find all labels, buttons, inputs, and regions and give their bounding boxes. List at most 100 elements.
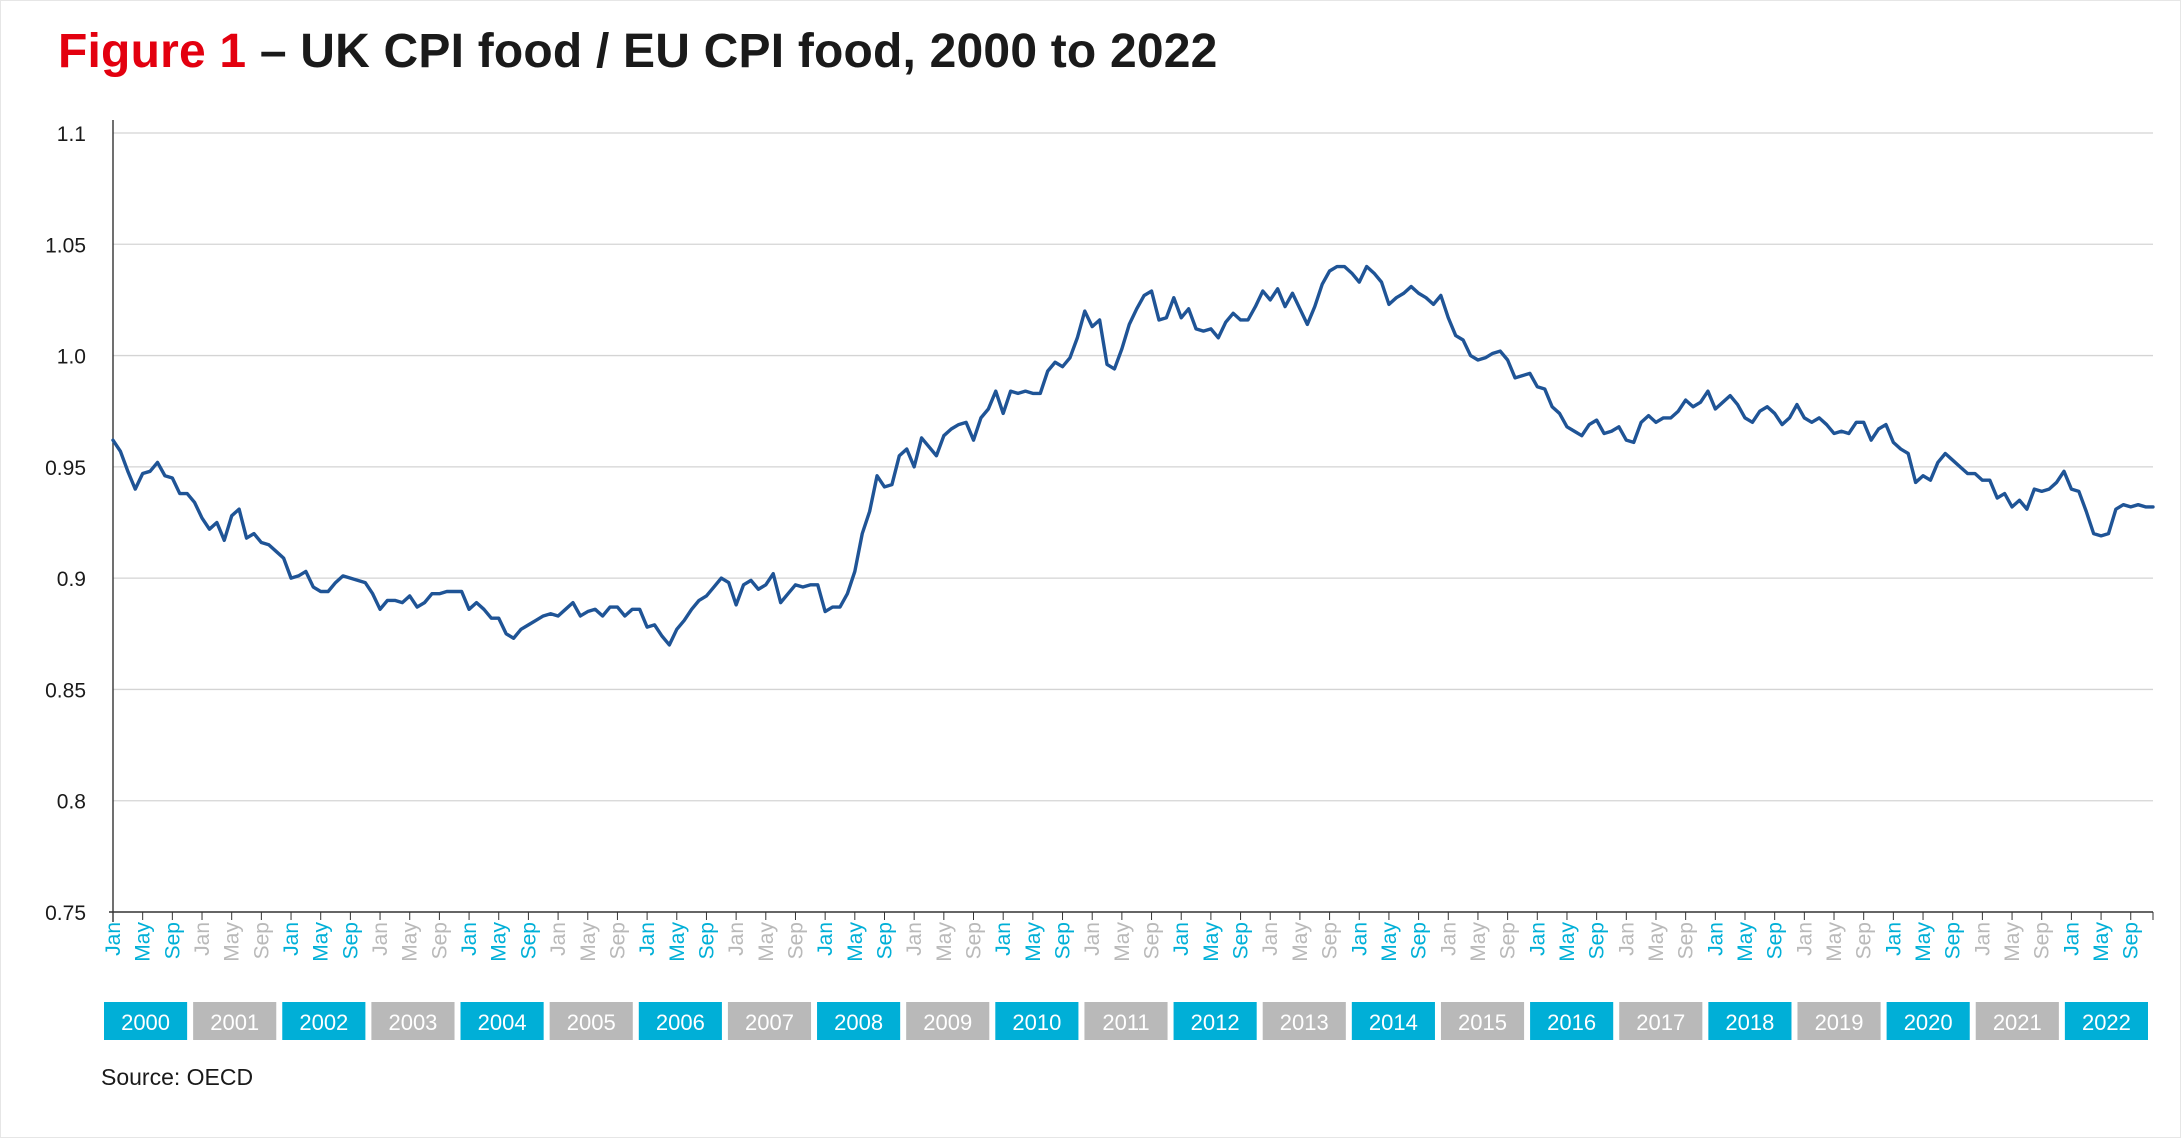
year-label: 2011 [1102, 1010, 1149, 1035]
series-lines [111, 264, 2155, 647]
year-box [1262, 1002, 1346, 1040]
x-tick-label-may: May [1467, 922, 1490, 962]
x-tick-label-may: May [2090, 922, 2113, 962]
year-box [1351, 1002, 1435, 1040]
year-box [638, 1002, 722, 1040]
x-tick-label-sep: Sep [1853, 922, 1876, 959]
year-box [1530, 1002, 1614, 1040]
x-tick-label-sep: Sep [1497, 922, 1520, 959]
x-tick-label-sep: Sep [1586, 922, 1609, 959]
x-tick-label-may: May [1378, 922, 1401, 962]
x-tick-label-may: May [132, 922, 155, 962]
y-tick-label: 0.85 [45, 679, 86, 702]
x-tick-label-sep: Sep [1942, 922, 1965, 959]
x-tick-label-may: May [1289, 922, 1312, 962]
year-box [1619, 1002, 1703, 1040]
y-tick-label: 0.9 [57, 568, 86, 591]
x-tick-label-sep: Sep [873, 922, 896, 959]
x-tick-label-may: May [1111, 922, 1134, 962]
year-box [193, 1002, 277, 1040]
x-tick-label-sep: Sep [695, 922, 718, 959]
y-tick-label: 0.75 [45, 902, 86, 925]
year-label: 2015 [1458, 1010, 1507, 1035]
year-box [1084, 1002, 1168, 1040]
x-tick-label-sep: Sep [250, 922, 273, 959]
x-tick-label-may: May [221, 922, 244, 962]
x-tick-label-jan: Jan [102, 922, 125, 956]
x-tick-label-jan: Jan [280, 922, 303, 956]
year-label: 2017 [1636, 1010, 1685, 1035]
x-tick-label-jan: Jan [636, 922, 659, 956]
year-label: 2014 [1369, 1010, 1418, 1035]
x-tick-label-sep: Sep [428, 922, 451, 959]
x-tick-label-jan: Jan [1348, 922, 1371, 956]
x-tick-label-jan: Jan [369, 922, 392, 956]
x-tick-label-sep: Sep [784, 922, 807, 959]
x-tick-label-jan: Jan [1793, 922, 1816, 956]
year-label: 2000 [121, 1010, 170, 1035]
x-tick-label-jan: Jan [1437, 922, 1460, 956]
x-tick-label-may: May [1734, 922, 1757, 962]
year-label: 2012 [1191, 1010, 1240, 1035]
year-box [282, 1002, 366, 1040]
year-box [549, 1002, 633, 1040]
x-tick-label-sep: Sep [606, 922, 629, 959]
x-tick-label-jan: Jan [1081, 922, 1104, 956]
year-label: 2003 [388, 1010, 437, 1035]
x-tick-label-jan: Jan [2060, 922, 2083, 956]
year-box [2064, 1002, 2148, 1040]
year-label: 2001 [210, 1010, 259, 1035]
series-line-0 [111, 264, 2155, 647]
year-box [906, 1002, 990, 1040]
x-tick-label-sep: Sep [1764, 922, 1787, 959]
year-label: 2020 [1904, 1010, 1953, 1035]
year-label: 2022 [2082, 1010, 2131, 1035]
source-note: Source: OECD [101, 1064, 254, 1090]
x-tick-label-may: May [2001, 922, 2024, 962]
x-tick-label-may: May [488, 922, 511, 962]
y-tick-label: 1.0 [57, 346, 86, 369]
x-tick-label-sep: Sep [1052, 922, 1075, 959]
x-tick-label-sep: Sep [2031, 922, 2054, 959]
axes [109, 120, 2154, 922]
x-tick-label-sep: Sep [339, 922, 362, 959]
year-box [1708, 1002, 1792, 1040]
x-tick-label-jan: Jan [1615, 922, 1638, 956]
x-tick-label-sep: Sep [517, 922, 540, 959]
year-label: 2002 [299, 1010, 348, 1035]
y-tick-label: 0.95 [45, 457, 86, 480]
x-tick-label-may: May [666, 922, 689, 962]
x-tick-label-jan: Jan [992, 922, 1015, 956]
y-tick-label: 1.05 [45, 234, 86, 257]
x-tick-label-sep: Sep [963, 922, 986, 959]
x-axis-year-boxes: 2000 2001 2002 2003 2004 2005 2006 2007 2008 2009… [104, 1002, 2148, 1040]
year-box [817, 1002, 901, 1040]
gridlines [113, 132, 2153, 802]
x-tick-label-jan: Jan [1882, 922, 1905, 956]
x-tick-label-sep: Sep [2120, 922, 2143, 959]
y-tick-label: 1.1 [57, 123, 86, 146]
year-box [1797, 1002, 1881, 1040]
x-tick-label-sep: Sep [1230, 922, 1253, 959]
x-tick-label-may: May [1645, 922, 1668, 962]
year-box [104, 1002, 188, 1040]
x-tick-label-may: May [755, 922, 778, 962]
x-tick-label-may: May [1200, 922, 1223, 962]
x-tick-label-jan: Jan [1259, 922, 1282, 956]
x-tick-label-jan: Jan [547, 922, 570, 956]
figure-label: Figure 1 [58, 25, 247, 78]
year-box [460, 1002, 544, 1040]
x-tick-label-jan: Jan [903, 922, 926, 956]
y-axis-tick-labels: 0.75 0.8 0.85 0.9 0.95 1.0 1.05 1.1 [45, 123, 86, 925]
x-tick-label-sep: Sep [1675, 922, 1698, 959]
x-tick-label-jan: Jan [1170, 922, 1193, 956]
x-tick-label-jan: Jan [1526, 922, 1549, 956]
x-tick-label-jan: Jan [1704, 922, 1727, 956]
x-tick-label-sep: Sep [1319, 922, 1342, 959]
x-tick-label-sep: Sep [1408, 922, 1431, 959]
year-label: 2013 [1280, 1010, 1329, 1035]
year-label: 2009 [923, 1010, 972, 1035]
year-label: 2019 [1815, 1010, 1864, 1035]
year-box [1440, 1002, 1525, 1040]
